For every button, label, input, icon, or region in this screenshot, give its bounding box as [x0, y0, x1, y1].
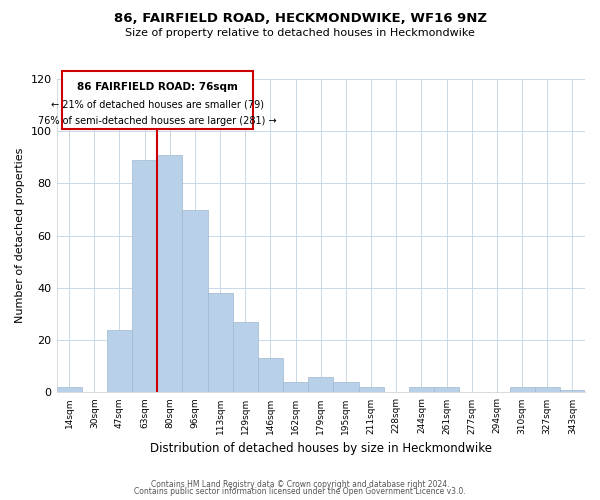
FancyBboxPatch shape [62, 71, 253, 128]
Text: 86, FAIRFIELD ROAD, HECKMONDWIKE, WF16 9NZ: 86, FAIRFIELD ROAD, HECKMONDWIKE, WF16 9… [113, 12, 487, 26]
Bar [560, 390, 585, 392]
Bar [258, 358, 283, 392]
Bar [208, 293, 233, 392]
Text: Contains HM Land Registry data © Crown copyright and database right 2024.: Contains HM Land Registry data © Crown c… [151, 480, 449, 489]
Bar [132, 160, 157, 392]
Bar [233, 322, 258, 392]
Bar [107, 330, 132, 392]
Bar [56, 387, 82, 392]
Bar [157, 154, 182, 392]
Bar [409, 387, 434, 392]
Text: 86 FAIRFIELD ROAD: 76sqm: 86 FAIRFIELD ROAD: 76sqm [77, 82, 238, 92]
Y-axis label: Number of detached properties: Number of detached properties [15, 148, 25, 324]
Bar [308, 377, 334, 392]
Bar [334, 382, 359, 392]
Text: ← 21% of detached houses are smaller (79): ← 21% of detached houses are smaller (79… [51, 100, 264, 110]
Text: 76% of semi-detached houses are larger (281) →: 76% of semi-detached houses are larger (… [38, 116, 277, 126]
Bar [535, 387, 560, 392]
Bar [509, 387, 535, 392]
Bar [283, 382, 308, 392]
Bar [182, 210, 208, 392]
Text: Size of property relative to detached houses in Heckmondwike: Size of property relative to detached ho… [125, 28, 475, 38]
Bar [359, 387, 383, 392]
Bar [434, 387, 459, 392]
X-axis label: Distribution of detached houses by size in Heckmondwike: Distribution of detached houses by size … [150, 442, 492, 455]
Text: Contains public sector information licensed under the Open Government Licence v3: Contains public sector information licen… [134, 487, 466, 496]
